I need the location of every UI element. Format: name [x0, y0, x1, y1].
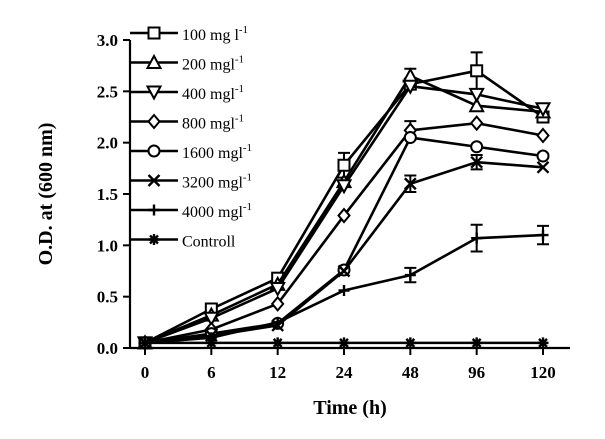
legend-entry: Controll [130, 234, 236, 251]
legend-label: 400 mgl-1 [182, 83, 244, 103]
legend-entry: 4000 mgl-1 [130, 201, 252, 221]
data-point [470, 140, 484, 154]
legend-label: 100 mg l-1 [182, 24, 248, 44]
data-point [468, 87, 485, 104]
y-tick-label: 0.0 [97, 339, 118, 358]
legend-entry: 200 mgl-1 [130, 54, 244, 74]
data-point [403, 131, 417, 145]
data-point [337, 158, 351, 172]
x-tick-label: 12 [269, 363, 286, 382]
data-point [337, 207, 351, 224]
data-point [403, 177, 417, 191]
legend-marker [145, 85, 163, 101]
legend-marker [148, 234, 160, 245]
data-point [203, 311, 220, 327]
data-point [469, 115, 484, 132]
legend-entry: 100 mg l-1 [130, 24, 248, 44]
x-tick-label: 96 [468, 363, 485, 382]
data-point [338, 337, 350, 349]
x-tick-label: 6 [207, 363, 216, 382]
legend-marker [147, 26, 161, 40]
data-point [338, 285, 350, 297]
data-point [471, 232, 483, 244]
x-tick-label: 48 [402, 363, 419, 382]
data-point [470, 155, 484, 169]
legend-label: 200 mgl-1 [182, 54, 244, 74]
data-point [470, 64, 484, 78]
legend-marker [148, 204, 160, 216]
data-point [337, 264, 351, 278]
legend-label: 3200 mgl-1 [182, 172, 252, 192]
legend-label: 1600 mgl-1 [182, 142, 252, 162]
data-point [272, 337, 284, 349]
data-point [269, 281, 286, 298]
data-point [534, 102, 552, 118]
y-tick-label: 3.0 [97, 31, 118, 50]
data-point [335, 179, 353, 195]
data-point [536, 149, 550, 163]
data-point [404, 269, 416, 281]
legend: 100 mg l-1 200 mgl-1 400 mgl-1 800 mgl-1 160… [130, 24, 252, 251]
data-point [404, 337, 416, 349]
legend-entry: 3200 mgl-1 [130, 172, 252, 192]
data-point [536, 160, 550, 174]
data-point [402, 79, 419, 95]
legend-marker [145, 53, 163, 69]
series-star [139, 337, 549, 349]
data-point [270, 295, 285, 312]
data-point [205, 337, 217, 349]
legend-label: 4000 mgl-1 [182, 201, 252, 221]
x-axis-ticks: 0 6 12 24 48 96 120 [141, 348, 556, 382]
data-point [537, 337, 549, 349]
legend-entry: 1600 mgl-1 [130, 142, 252, 162]
x-axis-label: Time (h) [313, 397, 387, 419]
data-point [139, 337, 151, 349]
data-point [471, 337, 483, 349]
legend-marker [147, 113, 161, 130]
x-tick-label: 24 [336, 363, 354, 382]
data-point [402, 67, 419, 83]
legend-entry: 800 mgl-1 [130, 113, 244, 133]
legend-label: Controll [182, 234, 236, 251]
legend-entry: 400 mgl-1 [130, 83, 244, 103]
data-point [537, 229, 549, 241]
x-tick-label: 120 [530, 363, 556, 382]
y-tick-label: 1.5 [97, 185, 118, 204]
y-axis-label: O.D. at (600 nm) [35, 123, 57, 266]
legend-marker [147, 174, 161, 187]
y-tick-label: 1.0 [97, 236, 118, 255]
legend-label: 800 mgl-1 [182, 113, 244, 133]
y-tick-label: 2.5 [97, 82, 118, 101]
legend-marker [147, 144, 161, 158]
y-axis-ticks: 0.0 0.5 1.0 1.5 2.0 2.5 3.0 [97, 31, 130, 358]
data-point [536, 127, 550, 144]
y-tick-label: 2.0 [97, 134, 118, 153]
plot-area [136, 51, 552, 352]
y-tick-label: 0.5 [97, 288, 118, 307]
data-point [272, 316, 284, 328]
data-point [468, 97, 485, 113]
x-tick-label: 0 [141, 363, 150, 382]
